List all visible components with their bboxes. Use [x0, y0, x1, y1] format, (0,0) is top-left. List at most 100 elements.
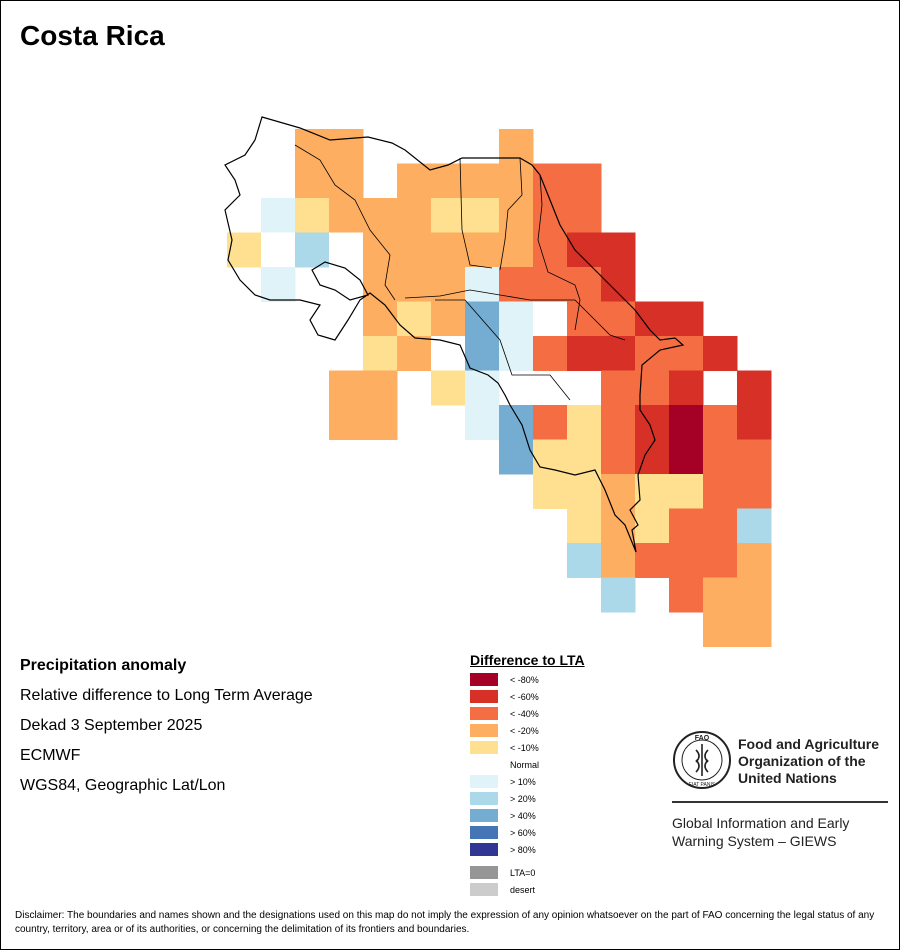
legend-label: > 60%	[510, 827, 536, 838]
map-title: Costa Rica	[20, 20, 165, 51]
grid-cell	[669, 508, 704, 544]
grid-cell	[737, 612, 772, 647]
grid-cell	[601, 370, 636, 406]
grid-cell	[499, 336, 534, 371]
legend-label: Normal	[510, 759, 540, 770]
grid-cell	[295, 198, 330, 233]
anomaly-grid	[227, 129, 772, 647]
grid-cell	[363, 336, 398, 371]
giews-line1: Global Information and Early	[672, 815, 850, 831]
grid-cell	[465, 267, 500, 302]
grid-cell	[397, 336, 432, 371]
grid-cell	[329, 129, 364, 164]
grid-cell	[601, 439, 636, 475]
grid-cell	[499, 232, 534, 268]
grid-cell	[499, 405, 534, 440]
grid-cell	[397, 198, 432, 233]
grid-cell	[567, 474, 602, 509]
legend-item-gt60: > 60%	[470, 824, 585, 841]
grid-cell	[397, 267, 432, 302]
legend-item-lt10: < -10%	[470, 739, 585, 756]
grid-cell	[533, 267, 568, 302]
grid-cell	[567, 301, 602, 337]
grid-cell	[669, 474, 704, 509]
grid-cell	[295, 163, 330, 199]
grid-cell	[567, 508, 602, 544]
grid-cell	[703, 543, 738, 578]
grid-cell	[669, 543, 704, 578]
grid-cell	[499, 301, 534, 337]
grid-cell	[567, 267, 602, 302]
grid-cell	[499, 439, 534, 475]
legend-swatch	[470, 673, 498, 686]
grid-cell	[499, 129, 534, 164]
legend-label: < -40%	[510, 708, 539, 719]
grid-cell	[601, 232, 636, 268]
legend-label: < -10%	[510, 742, 539, 753]
province-boundaries	[294, 144, 626, 401]
grid-cell	[363, 405, 398, 440]
legend-item-lt20: < -20%	[470, 722, 585, 739]
grid-cell	[703, 405, 738, 440]
grid-cell	[431, 163, 466, 199]
grid-cell	[431, 232, 466, 268]
grid-cell	[703, 612, 738, 647]
grid-cell	[397, 163, 432, 199]
grid-cell	[567, 543, 602, 578]
grid-cell	[601, 267, 636, 302]
province-boundary-heredia	[499, 157, 523, 271]
grid-cell	[363, 301, 398, 337]
legend-item-normal: Normal	[470, 756, 585, 773]
fao-name-line1: Food and Agriculture	[738, 736, 880, 752]
province-boundary-limon	[537, 174, 581, 331]
grid-cell	[635, 543, 670, 578]
legend-item-gt40: > 40%	[470, 807, 585, 824]
nicoya-gulf-outline	[311, 261, 369, 301]
grid-cell	[669, 336, 704, 371]
info-heading: Precipitation anomaly	[20, 657, 187, 674]
grid-cell	[465, 405, 500, 440]
grid-cell	[533, 474, 568, 509]
map-info: Precipitation anomaly Relative differenc…	[20, 656, 313, 806]
fao-name-line3: United Nations	[738, 770, 837, 786]
grid-cell	[601, 474, 636, 509]
grid-cell	[329, 232, 364, 268]
emblem-text: FAO	[695, 735, 710, 742]
info-projection: WGS84, Geographic Lat/Lon	[20, 777, 226, 794]
grid-cell	[601, 543, 636, 578]
grid-cell	[533, 163, 568, 199]
grid-cell	[363, 267, 398, 302]
legend-item-desert: desert	[470, 881, 585, 898]
grid-cell	[295, 232, 330, 268]
grid-cell	[567, 198, 602, 233]
giews-name: Global Information and Early Warning Sys…	[672, 814, 888, 850]
legend-label: > 10%	[510, 776, 536, 787]
grid-cell	[261, 267, 296, 302]
grid-cell	[567, 405, 602, 440]
grid-cell	[703, 508, 738, 544]
grid-cell	[499, 163, 534, 199]
legend-label: > 40%	[510, 810, 536, 821]
legend-label: < -20%	[510, 725, 539, 736]
legend-swatch	[470, 792, 498, 805]
legend-special: LTA=0 desert	[470, 864, 585, 898]
disclaimer: Disclaimer: The boundaries and names sho…	[15, 910, 875, 935]
legend-item-lta0: LTA=0	[470, 864, 585, 881]
grid-cell	[601, 577, 636, 613]
grid-cell	[669, 370, 704, 406]
grid-cell	[669, 577, 704, 613]
grid-cell	[737, 474, 772, 509]
province-boundary-guanacaste	[294, 144, 396, 301]
grid-cell	[431, 370, 466, 406]
grid-cell	[737, 405, 772, 440]
grid-cell	[261, 232, 296, 268]
grid-cell	[533, 336, 568, 371]
grid-cell	[363, 232, 398, 268]
grid-cell	[363, 370, 398, 406]
emblem-motto: FIAT PANIS	[689, 782, 716, 788]
legend-swatch	[470, 826, 498, 839]
grid-cell	[533, 232, 568, 268]
legend-label: desert	[510, 884, 536, 895]
grid-cell	[669, 405, 704, 440]
legend-item-lt80: < -80%	[470, 671, 585, 688]
